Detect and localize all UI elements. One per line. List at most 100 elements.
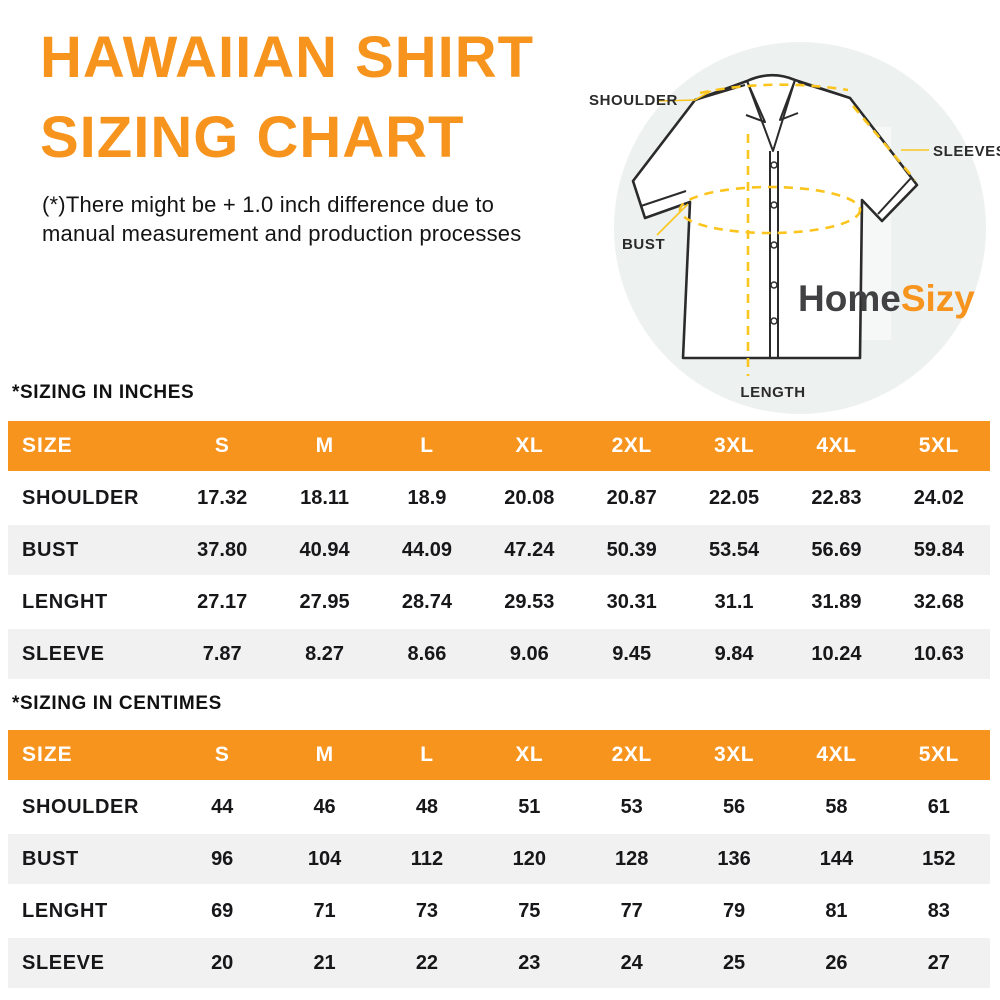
shirt-diagram-svg: H bbox=[589, 42, 1000, 414]
logo-sizy: Sizy bbox=[901, 278, 975, 319]
value-cell: 47.24 bbox=[478, 525, 581, 575]
header-cell: M bbox=[273, 730, 376, 780]
table-header-row: SIZE S M L XL 2XL 3XL 4XL 5XL bbox=[8, 730, 990, 780]
row-label: SHOULDER bbox=[22, 486, 140, 509]
header-cell: S bbox=[171, 421, 274, 471]
value-cell: 50.39 bbox=[580, 525, 683, 575]
value-cell: 53 bbox=[620, 795, 643, 818]
page-title: HAWAIIAN SHIRT SIZING CHART bbox=[40, 18, 534, 178]
value-cell: 61 bbox=[927, 795, 950, 818]
table-row-bust: BUST 96 104 112 120 128 136 144 152 bbox=[8, 834, 990, 884]
value-cell: 51 bbox=[518, 795, 541, 818]
value-cell: 23 bbox=[478, 938, 581, 988]
header-cell-size: SIZE bbox=[8, 421, 171, 471]
header-cell: L bbox=[375, 421, 479, 471]
table-row-bust: BUST 37.80 40.94 44.09 47.24 50.39 53.54… bbox=[8, 525, 990, 575]
value-cell: 31.89 bbox=[811, 590, 862, 613]
value-cell: 18.11 bbox=[300, 486, 350, 509]
value-cell: 58 bbox=[825, 795, 848, 818]
value-cell: 31.1 bbox=[714, 590, 754, 613]
value-cell: 71 bbox=[313, 899, 336, 922]
header-cell: L bbox=[375, 730, 479, 780]
table-row-sleeve: SLEEVE 20 21 22 23 24 25 26 27 bbox=[8, 938, 990, 988]
page-title-line2: SIZING CHART bbox=[40, 105, 465, 170]
value-cell: 75 bbox=[518, 899, 541, 922]
header-cell-size: SIZE bbox=[8, 730, 171, 780]
value-cell: 18.9 bbox=[407, 486, 447, 509]
value-cell: 32.68 bbox=[913, 590, 964, 613]
sleeves-label: SLEEVES bbox=[933, 143, 1000, 160]
value-cell: 83 bbox=[927, 899, 950, 922]
value-cell: 152 bbox=[887, 834, 990, 884]
sizing-table-cm: SIZE S M L XL 2XL 3XL 4XL 5XL SHOULDER 4… bbox=[8, 728, 990, 990]
value-cell: 48 bbox=[415, 795, 439, 818]
value-cell: 96 bbox=[171, 834, 274, 884]
header-cell: 3XL bbox=[682, 730, 786, 780]
disclaimer-line2: manual measurement and production proces… bbox=[42, 221, 522, 246]
disclaimer-line1: (*)There might be + 1.0 inch difference … bbox=[42, 192, 495, 217]
table-row-shoulder: SHOULDER 44 46 48 51 53 56 58 61 bbox=[8, 782, 990, 832]
row-label: SLEEVE bbox=[8, 938, 171, 988]
header-cell: 5XL bbox=[887, 730, 990, 780]
disclaimer-text: (*)There might be + 1.0 inch difference … bbox=[42, 190, 521, 248]
value-cell: 44.09 bbox=[375, 525, 479, 575]
value-cell: 27.17 bbox=[197, 590, 248, 613]
value-cell: 136 bbox=[682, 834, 786, 884]
cm-section-heading: *SIZING IN CENTIMES bbox=[12, 693, 222, 714]
value-cell: 53.54 bbox=[682, 525, 786, 575]
value-cell: 27.95 bbox=[299, 590, 350, 613]
value-cell: 22.83 bbox=[811, 486, 862, 509]
value-cell: 104 bbox=[273, 834, 376, 884]
value-cell: 22.05 bbox=[709, 486, 760, 509]
value-cell: 28.74 bbox=[401, 590, 452, 613]
value-cell: 79 bbox=[722, 899, 746, 922]
value-cell: 37.80 bbox=[171, 525, 274, 575]
value-cell: 20.08 bbox=[504, 486, 555, 509]
shoulder-label: SHOULDER bbox=[589, 92, 678, 109]
inches-section-heading: *SIZING IN INCHES bbox=[12, 382, 195, 403]
value-cell: 9.84 bbox=[682, 629, 786, 679]
header-cell: S bbox=[171, 730, 274, 780]
row-label: BUST bbox=[8, 525, 171, 575]
row-label: LENGHT bbox=[22, 590, 108, 613]
length-label: LENGTH bbox=[740, 384, 805, 401]
value-cell: 10.24 bbox=[785, 629, 888, 679]
value-cell: 9.45 bbox=[580, 629, 683, 679]
table-row-shoulder: SHOULDER 17.32 18.11 18.9 20.08 20.87 22… bbox=[8, 473, 990, 523]
page-title-line1: HAWAIIAN SHIRT bbox=[40, 25, 535, 90]
label-connectors bbox=[656, 90, 929, 236]
value-cell: 24 bbox=[580, 938, 683, 988]
row-label: SLEEVE bbox=[8, 629, 171, 679]
value-cell: 73 bbox=[415, 899, 439, 922]
header-cell: 4XL bbox=[785, 730, 888, 780]
value-cell: 44 bbox=[211, 795, 234, 818]
row-label: SHOULDER bbox=[22, 795, 140, 818]
measurement-lines bbox=[678, 83, 916, 376]
value-cell: 17.32 bbox=[197, 486, 248, 509]
row-label: BUST bbox=[8, 834, 171, 884]
value-cell: 9.06 bbox=[478, 629, 581, 679]
header-cell: 3XL bbox=[682, 421, 786, 471]
value-cell: 120 bbox=[478, 834, 581, 884]
value-cell: 56 bbox=[722, 795, 746, 818]
shirt-details bbox=[640, 79, 912, 358]
sleeve-measure-line bbox=[852, 105, 916, 181]
value-cell: 10.63 bbox=[887, 629, 990, 679]
value-cell: 30.31 bbox=[606, 590, 657, 613]
header-cell: 2XL bbox=[580, 421, 683, 471]
shirt-buttons bbox=[770, 161, 778, 325]
value-cell: 27 bbox=[887, 938, 990, 988]
header-cell: 5XL bbox=[887, 421, 990, 471]
value-cell: 81 bbox=[825, 899, 848, 922]
value-cell: 26 bbox=[785, 938, 888, 988]
value-cell: 25 bbox=[682, 938, 786, 988]
value-cell: 56.69 bbox=[785, 525, 888, 575]
value-cell: 21 bbox=[273, 938, 376, 988]
value-cell: 112 bbox=[375, 834, 479, 884]
row-label: LENGHT bbox=[22, 899, 108, 922]
value-cell: 7.87 bbox=[171, 629, 274, 679]
table-row-sleeve: SLEEVE 7.87 8.27 8.66 9.06 9.45 9.84 10.… bbox=[8, 629, 990, 679]
sizing-table-inches: SIZE S M L XL 2XL 3XL 4XL 5XL SHOULDER 1… bbox=[8, 419, 990, 681]
header-cell: M bbox=[273, 421, 376, 471]
